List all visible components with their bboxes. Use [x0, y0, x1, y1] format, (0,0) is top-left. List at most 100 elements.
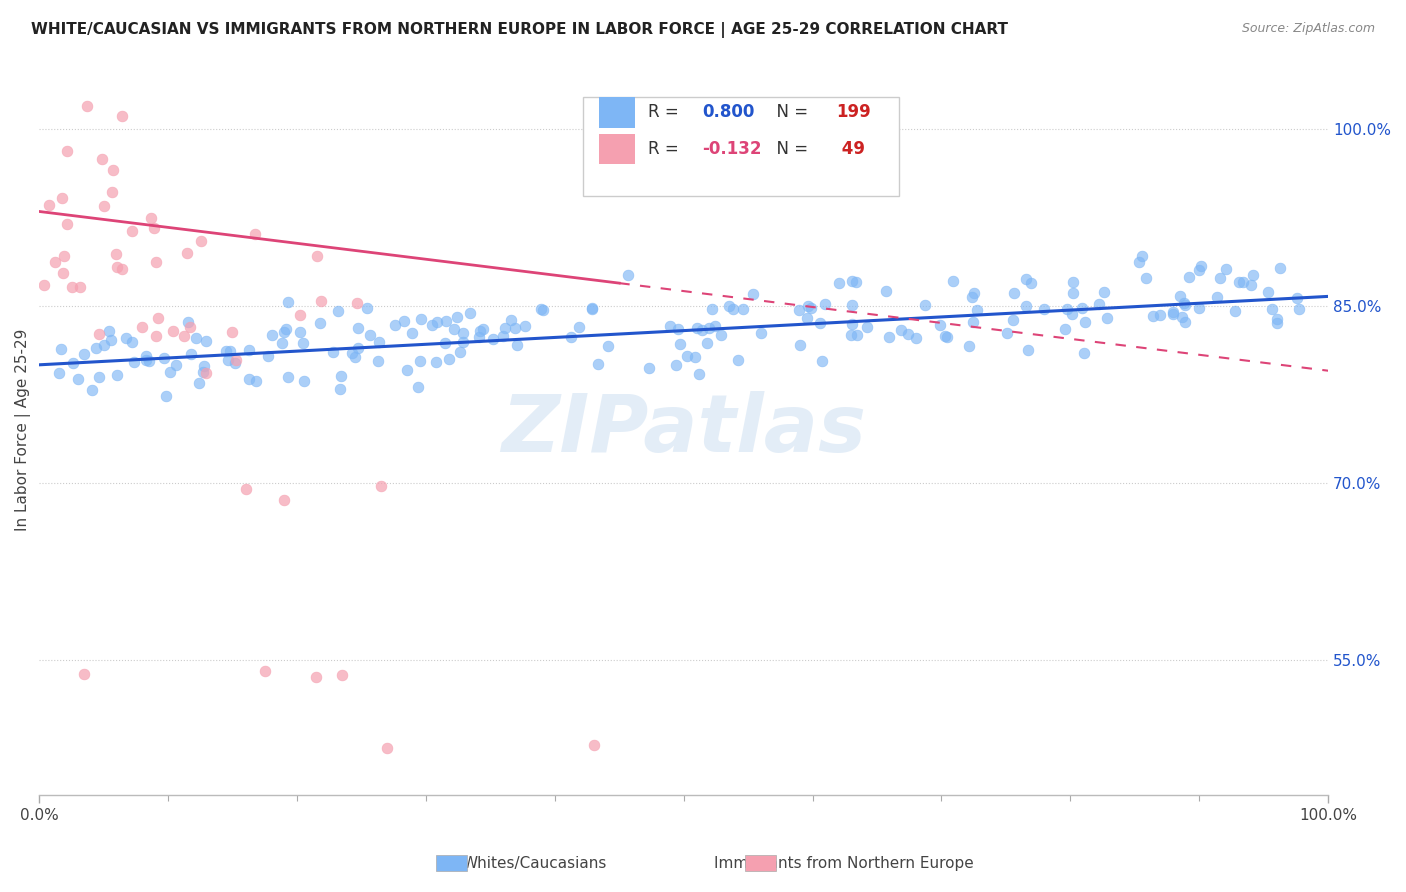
- Point: [962, 315, 984, 329]
- Point: [292, 336, 315, 351]
- Point: [1265, 312, 1288, 326]
- Point: [787, 303, 810, 318]
- Point: [1062, 275, 1084, 289]
- Point: [346, 341, 368, 355]
- Bar: [745, 855, 776, 871]
- Point: [598, 338, 620, 352]
- Point: [311, 293, 333, 308]
- Point: [124, 355, 146, 369]
- Point: [1071, 301, 1094, 315]
- Point: [329, 382, 352, 396]
- Point: [367, 354, 389, 368]
- Text: 0.800: 0.800: [702, 103, 754, 121]
- Point: [176, 245, 198, 260]
- Point: [1240, 277, 1263, 292]
- Point: [749, 326, 772, 341]
- Point: [111, 262, 134, 277]
- Point: [531, 302, 554, 317]
- Point: [1171, 310, 1194, 324]
- Point: [808, 316, 831, 330]
- Text: Whites/Caucasians: Whites/Caucasians: [463, 856, 606, 871]
- Point: [1225, 303, 1247, 318]
- Point: [814, 297, 837, 311]
- Point: [942, 274, 965, 288]
- Point: [995, 326, 1018, 341]
- Point: [44, 255, 66, 269]
- Point: [193, 359, 215, 374]
- Point: [458, 306, 481, 320]
- Point: [425, 355, 447, 369]
- Point: [277, 370, 299, 384]
- Point: [905, 331, 928, 345]
- Point: [1097, 310, 1119, 325]
- Point: [90, 153, 112, 167]
- Bar: [436, 855, 467, 871]
- Point: [179, 320, 201, 334]
- Point: [1205, 290, 1227, 304]
- Point: [60, 279, 83, 293]
- Point: [1149, 309, 1171, 323]
- Point: [288, 326, 311, 340]
- Point: [245, 374, 267, 388]
- Point: [501, 312, 523, 326]
- Point: [796, 310, 818, 325]
- Point: [897, 326, 920, 341]
- Point: [159, 365, 181, 379]
- Point: [411, 311, 433, 326]
- Point: [101, 162, 124, 177]
- Point: [135, 353, 157, 368]
- Point: [1056, 301, 1078, 316]
- Point: [742, 286, 765, 301]
- Text: N =: N =: [766, 140, 814, 158]
- Point: [294, 374, 316, 388]
- Point: [1168, 288, 1191, 302]
- Point: [409, 354, 432, 368]
- Point: [131, 320, 153, 334]
- Point: [717, 299, 740, 313]
- Point: [225, 353, 247, 368]
- Point: [217, 352, 239, 367]
- Point: [841, 298, 863, 312]
- Point: [434, 314, 457, 328]
- Point: [93, 338, 115, 352]
- Point: [111, 109, 134, 123]
- Point: [914, 298, 936, 312]
- Point: [105, 368, 128, 382]
- Point: [506, 338, 529, 352]
- Point: [586, 357, 609, 371]
- Point: [38, 197, 60, 211]
- Point: [665, 358, 688, 372]
- Point: [343, 351, 366, 365]
- Point: [56, 144, 79, 158]
- Text: R =: R =: [648, 103, 683, 121]
- Point: [224, 356, 246, 370]
- Point: [274, 322, 297, 336]
- Point: [145, 255, 167, 269]
- Point: [238, 372, 260, 386]
- Point: [262, 328, 284, 343]
- Point: [1062, 286, 1084, 301]
- Point: [221, 325, 243, 339]
- Text: ZIPatlas: ZIPatlas: [501, 391, 866, 468]
- Point: [617, 268, 640, 283]
- Point: [87, 369, 110, 384]
- Point: [307, 250, 329, 264]
- Point: [446, 310, 468, 324]
- Point: [789, 338, 811, 352]
- Point: [56, 217, 79, 231]
- Point: [67, 372, 90, 386]
- Point: [697, 321, 720, 335]
- Point: [1265, 316, 1288, 330]
- Point: [934, 328, 956, 343]
- Point: [676, 349, 699, 363]
- Point: [121, 335, 143, 350]
- Point: [145, 328, 167, 343]
- Point: [195, 334, 218, 348]
- Point: [138, 354, 160, 368]
- Text: N =: N =: [766, 103, 814, 121]
- Point: [190, 234, 212, 248]
- Point: [875, 284, 897, 298]
- Point: [215, 343, 238, 358]
- Point: [180, 347, 202, 361]
- Point: [76, 98, 98, 112]
